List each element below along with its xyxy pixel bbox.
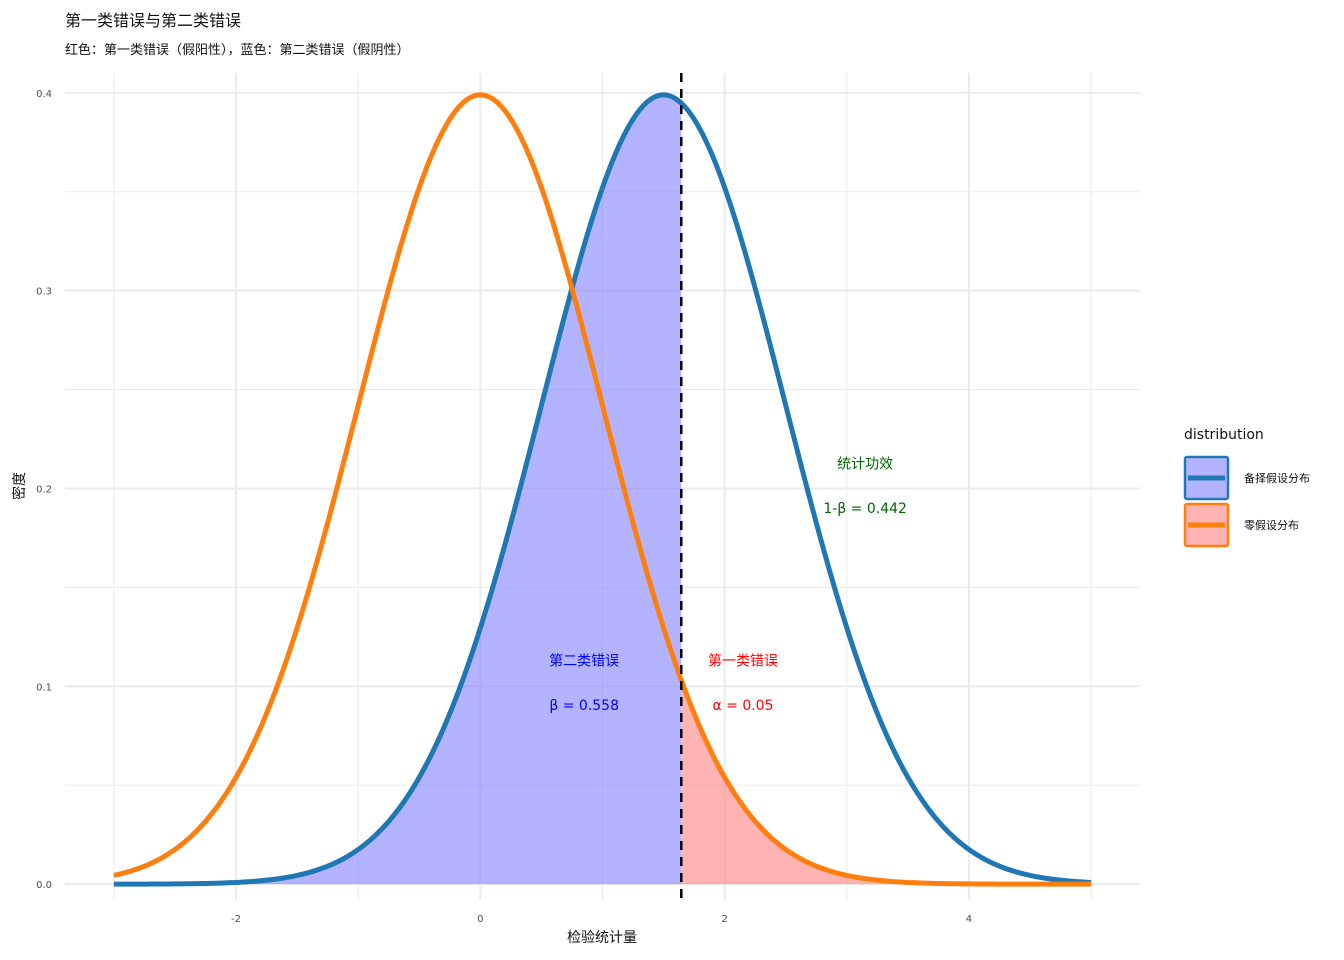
density-line	[113, 92, 1092, 887]
annotation-label: β = 0.558	[549, 698, 619, 714]
annotation-label: α = 0.05	[712, 698, 773, 714]
shaded-region	[113, 94, 682, 885]
shaded-region	[681, 680, 1092, 885]
legend-label: 备择假设分布	[1244, 471, 1310, 485]
y-tick-label: 0.0	[36, 880, 52, 891]
legend-label: 零假设分布	[1244, 518, 1299, 532]
x-tick-label: 2	[721, 914, 727, 925]
annotation-label: 统计功效	[837, 457, 893, 473]
x-axis-title: 检验统计量	[567, 930, 637, 946]
axis-ticks: -2 0 2 4 0.0 0.1 0.2 0.3 0.4	[36, 89, 972, 925]
x-tick-label: 0	[477, 914, 483, 925]
density-lines	[113, 92, 1092, 887]
shaded-areas	[113, 94, 1092, 885]
x-tick-label: 4	[966, 914, 972, 925]
annotations: 统计功效 1-β = 0.442 第二类错误 β = 0.558 第一类错误 α = 0.…	[549, 457, 907, 714]
legend-title: distribution	[1184, 427, 1264, 443]
y-axis-title: 密度	[11, 472, 28, 500]
chart-subtitle: 红色：第一类错误（假阳性），蓝色：第二类错误（假阴性）	[65, 42, 410, 58]
y-tick-label: 0.1	[36, 682, 52, 693]
x-tick-label: -2	[231, 914, 241, 925]
density-line	[113, 92, 1092, 887]
y-tick-label: 0.4	[36, 89, 52, 100]
annotation-label: 第二类错误	[549, 653, 619, 670]
annotation-label: 第一类错误	[708, 653, 778, 670]
annotation-label: 1-β = 0.442	[823, 501, 907, 517]
chart-title: 第一类错误与第二类错误	[65, 11, 241, 30]
y-tick-label: 0.3	[36, 287, 52, 298]
y-tick-label: 0.2	[36, 484, 52, 495]
